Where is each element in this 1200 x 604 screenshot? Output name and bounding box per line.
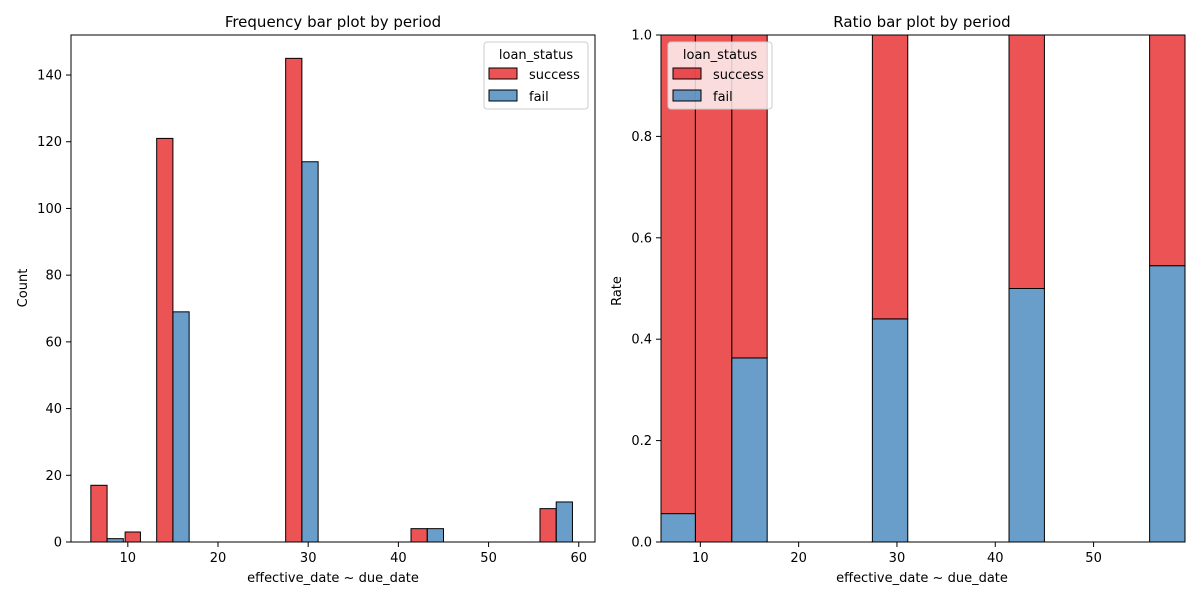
x-tick-label: 50 [1085, 551, 1102, 566]
ratio-chart: Ratio bar plot by period 10 20 30 40 50 0.00… [610, 13, 1186, 586]
x-tick-label: 30 [300, 551, 317, 566]
ratio-legend: loan_status success fail [667, 41, 773, 110]
bar-success [124, 531, 141, 543]
bar-fail [1149, 265, 1186, 543]
y-tick-label: 0.0 [631, 536, 652, 551]
y-tick-label: 0.8 [631, 130, 652, 145]
y-tick-label: 100 [37, 202, 62, 217]
y-tick-label: 60 [45, 335, 62, 350]
legend-label-success: success [529, 68, 580, 83]
x-tick-label: 40 [390, 551, 407, 566]
legend-swatch-success [488, 67, 518, 80]
bar-success [285, 57, 303, 543]
frequency-bars [90, 57, 573, 543]
bar-fail [660, 513, 696, 543]
x-tick-label: 20 [210, 551, 227, 566]
bar-success [694, 34, 733, 543]
legend-swatch-success [672, 67, 702, 80]
bar-success [1149, 34, 1186, 267]
legend-swatch-fail [672, 89, 702, 102]
frequency-x-label: effective_date ~ due_date [247, 571, 419, 586]
x-tick-label: 60 [570, 551, 587, 566]
bar-fail [426, 528, 444, 543]
legend-label-fail: fail [529, 90, 549, 105]
y-tick-label: 80 [45, 269, 62, 284]
y-tick-label: 120 [37, 135, 62, 150]
legend-swatch-fail [488, 89, 518, 102]
ratio-bars [660, 34, 1186, 543]
frequency-y-ticks: 0 20 40 60 80 100 120 140 [37, 69, 71, 551]
frequency-legend-title: loan_status [499, 48, 573, 63]
bar-success [90, 484, 108, 543]
bar-success [156, 137, 174, 543]
bar-fail [106, 538, 124, 543]
ratio-x-ticks: 10 20 30 40 50 [692, 542, 1102, 566]
ratio-x-label: effective_date ~ due_date [836, 571, 1008, 586]
frequency-y-label: Count [16, 269, 31, 308]
legend-label-fail: fail [713, 90, 733, 105]
y-tick-label: 20 [45, 469, 62, 484]
bar-fail [871, 318, 909, 543]
ratio-chart-title: Ratio bar plot by period [833, 13, 1010, 31]
legend-label-success: success [713, 68, 764, 83]
y-tick-label: 0.4 [631, 333, 652, 348]
bar-fail [172, 311, 190, 543]
y-tick-label: 0.2 [631, 434, 652, 449]
bar-fail [1008, 288, 1045, 543]
frequency-chart: Frequency bar plot by period 10 20 30 40 50 6… [16, 13, 596, 586]
bar-success [871, 34, 909, 320]
y-tick-label: 0.6 [631, 231, 652, 246]
bar-success [410, 528, 428, 543]
x-tick-label: 50 [480, 551, 497, 566]
frequency-plot-frame [70, 34, 596, 543]
x-tick-label: 10 [692, 551, 709, 566]
y-tick-label: 40 [45, 402, 62, 417]
ratio-y-label: Rate [610, 276, 625, 306]
y-tick-label: 1.0 [631, 29, 652, 44]
y-tick-label: 0 [54, 536, 62, 551]
ratio-y-ticks: 0.0 0.2 0.4 0.6 0.8 1.0 [631, 29, 661, 551]
frequency-chart-title: Frequency bar plot by period [225, 13, 441, 31]
bar-success [539, 508, 557, 543]
bar-fail [731, 357, 768, 543]
frequency-legend: loan_status success fail [483, 41, 589, 110]
bar-fail [555, 501, 573, 543]
frequency-x-ticks: 10 20 30 40 50 60 [120, 542, 587, 566]
y-tick-label: 140 [37, 69, 62, 84]
x-tick-label: 20 [790, 551, 807, 566]
bar-success [1008, 34, 1045, 289]
x-tick-label: 30 [889, 551, 906, 566]
ratio-legend-title: loan_status [683, 48, 757, 63]
ratio-plot-frame [660, 34, 1186, 543]
x-tick-label: 10 [120, 551, 137, 566]
x-tick-label: 40 [987, 551, 1004, 566]
bar-fail [301, 161, 319, 543]
